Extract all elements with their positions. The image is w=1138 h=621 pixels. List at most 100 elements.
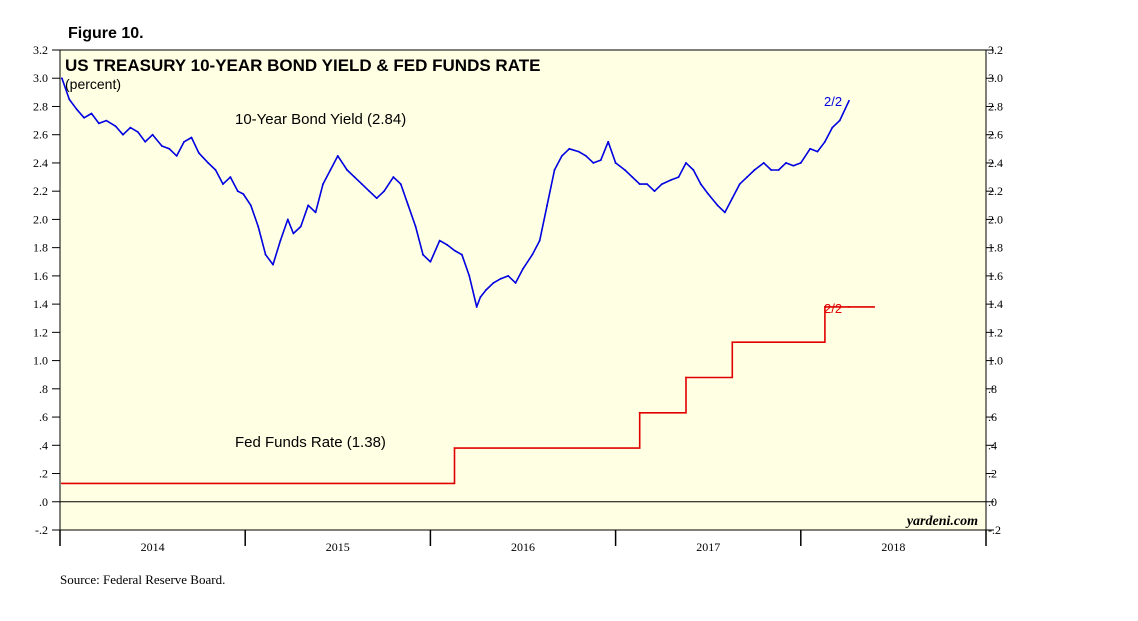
y-tick-label-left: 3.2 [33, 43, 48, 57]
yield-data-point [90, 112, 93, 115]
yield-data-point [568, 147, 571, 150]
yield-data-point [707, 193, 710, 195]
yield-data-point [823, 140, 826, 143]
yield-data-point [136, 130, 139, 133]
yield-data-point [314, 211, 317, 214]
y-tick-label-left: .6 [39, 410, 48, 424]
y-axis-right: 3.2 3.0 2.8 2.6 2.4 2.2 2.0 1.8 1.6 1.4 1.2 1.0 .8 .6… [986, 43, 1003, 537]
yield-data-point [129, 126, 132, 129]
y-tick-label-left: .8 [39, 382, 48, 396]
yield-data-point [249, 204, 252, 207]
yield-data-point [716, 204, 719, 207]
yield-data-point [429, 260, 432, 263]
yield-data-point [438, 239, 441, 242]
plot-frame [59, 49, 987, 531]
y-tick-label-left: .2 [39, 467, 48, 481]
yield-end-label: 2/2 [824, 94, 842, 109]
yield-data-point [646, 183, 648, 186]
y-tick-label-right: .0 [988, 495, 997, 509]
x-tick-label: 2018 [881, 540, 905, 554]
y-tick-label-left: .0 [39, 495, 48, 509]
yield-data-point [446, 243, 448, 246]
y-tick-label-left: 1.0 [33, 354, 48, 368]
yield-data-point [809, 147, 811, 150]
yield-data-point [75, 108, 78, 111]
yield-data-point [346, 169, 348, 171]
yield-data-point [242, 193, 245, 195]
yield-data-point [670, 178, 673, 181]
x-tick-label: 2014 [141, 540, 165, 554]
yield-data-point [336, 154, 339, 157]
yield-data-point [731, 197, 734, 200]
yield-data-point [816, 150, 819, 153]
y-tick-label-right: 1.0 [988, 354, 1003, 368]
series-layer [60, 77, 875, 485]
fed-series-line [61, 306, 849, 485]
yield-data-point [307, 204, 310, 207]
yield-data-point [460, 253, 463, 256]
yield-data-point [607, 140, 610, 143]
y-tick-label-right: 2.0 [988, 212, 1003, 226]
yield-data-point [614, 162, 617, 164]
y-tick-label-left: 1.2 [33, 325, 48, 339]
yield-data-point [485, 289, 487, 291]
y-tick-label-right: 3.0 [988, 71, 1003, 85]
yield-data-point [236, 190, 239, 193]
y-tick-label-right: -.2 [988, 523, 1001, 537]
yield-data-point [831, 126, 834, 129]
yield-data-point [746, 176, 748, 178]
y-tick-label-right: .4 [988, 438, 997, 452]
y-tick-label-left: 2.4 [33, 156, 48, 170]
y-tick-label-left: -.2 [35, 523, 48, 537]
yield-data-point [560, 154, 563, 157]
y-tick-label-left: 2.2 [33, 184, 48, 198]
yield-data-point [60, 77, 63, 80]
yield-data-point [190, 136, 193, 139]
watermark: yardeni.com [905, 514, 978, 529]
yield-data-point [105, 119, 108, 122]
figure-label: Figure 10. [68, 25, 144, 42]
y-tick-label-right: .6 [988, 410, 997, 424]
yield-data-point [392, 176, 395, 178]
x-tick-label: 2015 [326, 540, 350, 554]
y-axis-left: 3.2 3.0 2.8 2.6 2.4 2.2 2.0 1.8 1.6 1.4 1.2 1.0 .8 .6… [33, 43, 60, 537]
y-tick-label-left: 1.6 [33, 269, 48, 283]
yield-data-point [770, 169, 773, 171]
yield-data-point [492, 282, 495, 284]
y-tick-label-right: 2.4 [988, 156, 1003, 170]
yield-data-point [631, 176, 634, 178]
yield-data-point [292, 232, 295, 235]
yield-data-point [677, 176, 680, 178]
yield-data-point [97, 122, 100, 125]
fed-series-label: Fed Funds Rate (1.38) [235, 434, 386, 451]
yield-data-point [738, 183, 741, 186]
yield-data-point [799, 162, 802, 164]
yield-data-point [214, 169, 217, 171]
y-tick-label-left: 2.6 [33, 128, 48, 142]
y-tick-label-left: 1.4 [33, 297, 48, 311]
yield-data-point [599, 159, 602, 162]
yield-data-point [122, 133, 124, 136]
yield-data-point [538, 239, 541, 242]
yield-data-point [453, 249, 456, 252]
yield-data-point [848, 99, 850, 102]
yield-data-point [414, 225, 417, 228]
yield-data-point [585, 154, 587, 157]
yield-data-point [229, 176, 232, 178]
yield-data-point [553, 169, 556, 171]
yield-data-point [353, 176, 356, 178]
y-tick-label-left: 3.0 [33, 71, 48, 85]
yield-data-point [753, 169, 756, 171]
yield-data-point [838, 119, 841, 122]
y-tick-label-left: 2.8 [33, 99, 48, 113]
yield-data-point [422, 253, 424, 256]
x-tick-label: 2016 [511, 540, 535, 554]
yield-data-point [299, 225, 302, 228]
yield-data-point [479, 296, 482, 298]
yield-data-point [175, 154, 178, 157]
yield-data-point [144, 140, 147, 143]
yield-data-point [68, 98, 71, 101]
y-tick-label-left: 1.8 [33, 241, 48, 255]
yield-data-point [638, 183, 641, 186]
yield-data-point [468, 274, 471, 277]
